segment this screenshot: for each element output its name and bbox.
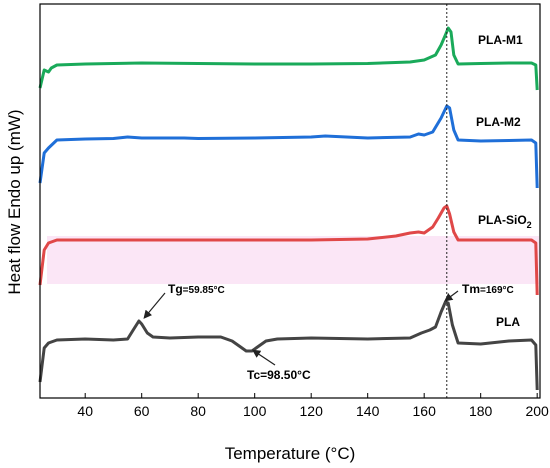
annotation-tm: Tm=169°C	[444, 282, 514, 302]
x-tick-label: 140	[356, 403, 380, 419]
annotation-tc: Tc=98.50°C	[247, 349, 311, 382]
series-line-pla-sio2	[38, 204, 539, 296]
series-label-pla-sio2: PLA-SiO2	[478, 213, 532, 230]
series-label-pla: PLA	[496, 315, 520, 329]
x-tick-label: 120	[300, 403, 324, 419]
x-tick-label: 160	[413, 403, 437, 419]
annotation-tm-small: =169°C	[480, 285, 514, 296]
series-label-pla-sio2-text: PLA-SiO	[478, 213, 527, 227]
annotation-tg-main: Tg	[168, 282, 183, 296]
x-tick-label: 40	[77, 403, 93, 419]
annotation-tg-label: Tg=59.85°C	[168, 282, 225, 296]
x-tick-label: 60	[134, 403, 150, 419]
series-label-pla-m1: PLA-M1	[478, 33, 523, 47]
series-layer	[38, 26, 539, 391]
x-tick-label: 200	[525, 403, 549, 419]
y-axis-title: Heat flow Endo up (mW)	[5, 109, 24, 294]
x-tick-label: 80	[190, 403, 206, 419]
annotation-tm-main: Tm	[462, 282, 480, 296]
annotation-tm-arrow	[444, 290, 459, 302]
annotation-tc-label: Tc=98.50°C	[247, 368, 311, 382]
plot-frame	[39, 3, 541, 399]
series-label-pla-sio2-subscript: 2	[527, 220, 532, 230]
x-axis-title: Temperature (°C)	[225, 444, 356, 463]
series-line-pla-m1	[38, 26, 539, 91]
x-tick-label: 180	[469, 403, 493, 419]
annotation-tg-arrow	[143, 292, 166, 319]
series-line-pla	[38, 300, 539, 391]
annotation-tg: Tg=59.85°C	[143, 282, 225, 319]
series-line-pla-m2	[38, 104, 539, 189]
x-tick-label: 100	[243, 403, 267, 419]
series-label-pla-m2: PLA-M2	[476, 115, 521, 129]
highlight-band	[47, 236, 539, 284]
x-axis: 40 60 80 100 120 140 160 180 200	[77, 393, 549, 419]
annotation-tg-small: =59.85°C	[183, 285, 225, 296]
annotation-tm-label: Tm=169°C	[462, 282, 514, 296]
annotation-tc-arrow	[252, 349, 276, 366]
